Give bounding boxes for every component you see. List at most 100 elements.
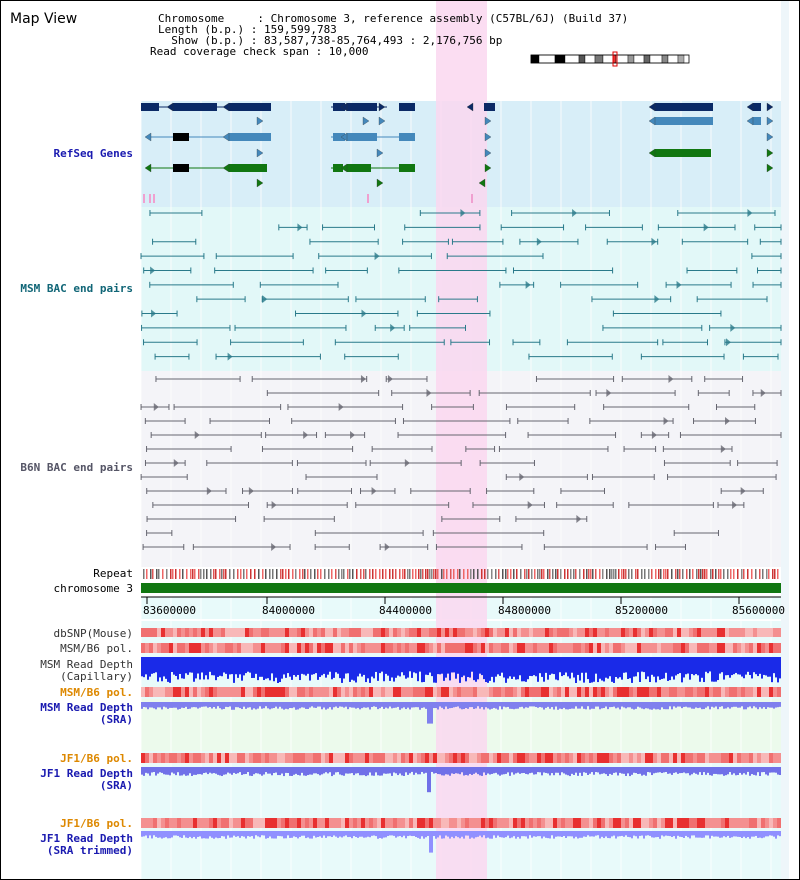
depth-bar [205, 657, 207, 676]
repeat-mark [637, 569, 639, 579]
track-label-jf1-pol-2[interactable]: JF1/B6 pol. [60, 817, 133, 830]
depth-bar [475, 767, 477, 773]
depth-bar [335, 767, 337, 773]
polymorphism-cell [357, 643, 361, 653]
msm-bac-pair-arrow [572, 209, 578, 217]
depth-bar [577, 831, 579, 839]
depth-bar [369, 657, 371, 683]
depth-bar [383, 657, 385, 682]
depth-bar [693, 831, 695, 836]
depth-bar [467, 831, 469, 836]
depth-bar [241, 702, 243, 710]
depth-bar [549, 767, 551, 776]
polymorphism-cell [737, 628, 741, 637]
depth-bar [379, 702, 381, 709]
polymorphism-cell [665, 628, 669, 637]
polymorphism-cell [181, 643, 185, 653]
track-label-jf1-depth-sra[interactable]: JF1 Read Depth (SRA) [40, 767, 133, 792]
repeat-mark [152, 569, 154, 579]
track-label-msm-depth-sra[interactable]: MSM Read Depth (SRA) [40, 701, 133, 726]
polymorphism-cell [561, 628, 565, 637]
polymorphism-cell [293, 628, 297, 637]
depth-bar [365, 657, 367, 683]
depth-bar [343, 831, 345, 837]
depth-bar [299, 831, 301, 837]
track-label-msm-pol-orange[interactable]: MSM/B6 pol. [60, 686, 133, 699]
depth-bar [411, 831, 413, 837]
depth-bar [277, 767, 279, 776]
depth-bar [573, 831, 575, 839]
repeat-mark [766, 569, 768, 579]
b6n-bac-pair-arrow [384, 543, 390, 551]
depth-bar [749, 831, 751, 839]
polymorphism-cell [361, 753, 365, 763]
depth-bar [493, 767, 495, 774]
depth-bar [151, 767, 153, 773]
polymorphism-cell [221, 643, 225, 653]
repeat-mark [651, 569, 653, 579]
depth-bar [237, 831, 239, 837]
polymorphism-cell [633, 643, 637, 653]
depth-bar [321, 767, 323, 775]
depth-bar [701, 657, 703, 678]
depth-bar [549, 831, 551, 839]
depth-bar [523, 767, 525, 773]
depth-bar [375, 657, 377, 672]
depth-bar [351, 831, 353, 839]
polymorphism-cell [773, 643, 777, 653]
polymorphism-cell [761, 818, 765, 828]
depth-bar [731, 767, 733, 775]
depth-bar [655, 831, 657, 838]
repeat-mark [534, 569, 536, 579]
polymorphism-cell [205, 628, 209, 637]
depth-bar [329, 831, 331, 837]
depth-bar [447, 831, 449, 837]
polymorphism-cell [445, 687, 449, 697]
depth-bar [645, 657, 647, 680]
b6n-bac-pair-arrow [724, 417, 730, 425]
gene-arrow [484, 132, 492, 142]
depth-bar [531, 702, 533, 707]
depth-bar [371, 767, 373, 776]
depth-bar [265, 702, 267, 707]
depth-bar [641, 831, 643, 836]
repeat-mark [375, 569, 377, 579]
polymorphism-cell [713, 818, 717, 828]
polymorphism-cell [441, 643, 445, 653]
depth-bar [241, 831, 243, 837]
polymorphism-cell [389, 643, 393, 653]
depth-bar [307, 702, 309, 709]
polymorphism-cell [589, 628, 593, 637]
depth-bar [371, 657, 373, 677]
track-label-msm-bac[interactable]: MSM BAC end pairs [20, 282, 133, 295]
polymorphism-cell [329, 818, 333, 828]
track-label-msm-depth-capillary[interactable]: MSM Read Depth (Capillary) [40, 658, 133, 683]
depth-bar [287, 702, 289, 710]
polymorphism-cell [421, 753, 425, 763]
track-label-b6n-bac[interactable]: B6N BAC end pairs [20, 461, 133, 474]
repeat-mark [412, 569, 414, 579]
track-label-jf1-depth-trimmed[interactable]: JF1 Read Depth (SRA trimmed) [40, 832, 133, 857]
depth-bar [647, 767, 649, 773]
depth-bar [199, 767, 201, 775]
repeat-mark [302, 569, 304, 579]
track-label-refseq[interactable]: RefSeq Genes [53, 147, 133, 160]
polymorphism-cell [273, 818, 277, 828]
repeat-mark [541, 569, 543, 579]
depth-bar [639, 657, 641, 682]
page-title: Map View [10, 11, 78, 27]
track-label-msm-pol[interactable]: MSM/B6 pol. [60, 642, 133, 655]
depth-bar [181, 702, 183, 708]
polymorphism-cell [269, 753, 273, 763]
track-label-jf1-pol[interactable]: JF1/B6 pol. [60, 752, 133, 765]
depth-bar [489, 657, 491, 681]
depth-bar [439, 767, 441, 775]
track-label-dbsnp[interactable]: dbSNP(Mouse) [53, 627, 133, 640]
repeat-mark [356, 569, 358, 579]
depth-bar [237, 767, 239, 774]
gene-exon [333, 164, 343, 172]
polymorphism-cell [313, 628, 317, 637]
depth-bar [481, 831, 483, 838]
depth-bar [261, 657, 263, 677]
